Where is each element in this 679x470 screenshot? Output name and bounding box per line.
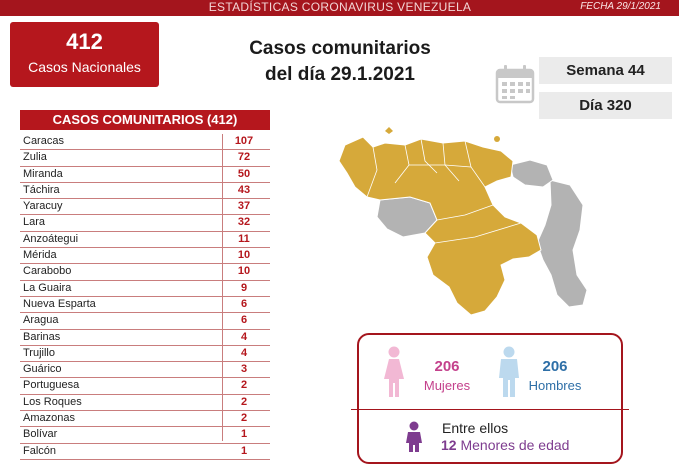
state-case-count: 3 bbox=[240, 363, 248, 376]
calendar-icon bbox=[495, 65, 535, 104]
minors-label: Menores de edad bbox=[460, 437, 570, 453]
child-icon bbox=[406, 421, 422, 452]
state-name: Caracas bbox=[23, 135, 64, 147]
table-row: Amazonas 2 bbox=[20, 411, 270, 428]
state-name: Falcón bbox=[23, 444, 57, 457]
state-name: Portuguesa bbox=[23, 379, 80, 392]
state-name: Zulia bbox=[23, 151, 47, 164]
table-row: Mérida 10 bbox=[20, 248, 270, 265]
table-row: La Guaira 9 bbox=[20, 281, 270, 297]
national-cases-label: Casos Nacionales bbox=[28, 59, 141, 75]
state-case-count: 32 bbox=[237, 216, 251, 229]
top-banner: ESTADÍSTICAS CORONAVIRUS VENEZUELA FECHA… bbox=[0, 0, 679, 16]
state-case-count: 4 bbox=[240, 346, 248, 359]
community-cases-header: CASOS COMUNITARIOS (412) bbox=[20, 110, 270, 130]
men-count: 206 bbox=[542, 358, 568, 375]
table-row: Guárico 3 bbox=[20, 362, 270, 379]
state-name: Lara bbox=[23, 216, 46, 229]
banner-date: FECHA 29/1/2021 bbox=[580, 1, 661, 12]
state-case-count: 2 bbox=[240, 379, 248, 392]
state-name: Barinas bbox=[23, 330, 61, 343]
headline-line1: Casos comunitarios bbox=[249, 38, 431, 59]
state-name: Nueva Esparta bbox=[23, 297, 96, 310]
state-case-count: 72 bbox=[237, 151, 251, 164]
state-name: Táchira bbox=[23, 183, 60, 196]
table-row: Táchira 43 bbox=[20, 183, 270, 200]
table-row: Bolívar 1 bbox=[20, 427, 270, 444]
woman-icon bbox=[384, 346, 404, 397]
table-row: Caracas 107 bbox=[20, 134, 270, 151]
men-label: Hombres bbox=[528, 378, 582, 393]
demographics-divider bbox=[351, 409, 629, 410]
state-name: Aragua bbox=[23, 314, 59, 327]
day-indicator: Día 320 bbox=[539, 92, 672, 119]
headline-line2: del día 29.1.2021 bbox=[265, 64, 415, 85]
minors-intro: Entre ellos bbox=[442, 420, 509, 436]
state-name: Mérida bbox=[23, 249, 57, 262]
demographics-box bbox=[357, 333, 623, 464]
state-case-count: 1 bbox=[240, 444, 248, 457]
community-cases-table: Caracas 107 Zulia 72 Miranda 50 Táchira 43 Yarac… bbox=[20, 134, 270, 460]
state-name: Anzoátegui bbox=[23, 232, 79, 245]
state-case-count: 10 bbox=[237, 265, 251, 278]
headline: Casos comunitarios del día 29.1.2021 bbox=[230, 36, 450, 88]
national-cases-box: 412 Casos Nacionales bbox=[10, 22, 159, 87]
table-row: Portuguesa 2 bbox=[20, 378, 270, 395]
table-row: Nueva Esparta 6 bbox=[20, 297, 270, 314]
table-row: Barinas 4 bbox=[20, 330, 270, 346]
state-case-count: 6 bbox=[240, 314, 248, 327]
state-name: Bolívar bbox=[23, 428, 58, 441]
state-case-count: 2 bbox=[240, 412, 248, 425]
man-icon bbox=[499, 346, 519, 397]
minors-line: 12 Menores de edad bbox=[441, 437, 569, 453]
state-case-count: 50 bbox=[237, 167, 251, 180]
minors-count: 12 bbox=[441, 437, 457, 453]
state-case-count: 37 bbox=[237, 200, 251, 213]
state-case-count: 107 bbox=[234, 135, 254, 147]
table-row: Zulia 72 bbox=[20, 150, 270, 167]
banner-title: ESTADÍSTICAS CORONAVIRUS VENEZUELA bbox=[208, 0, 472, 14]
state-case-count: 6 bbox=[240, 297, 248, 310]
table-row: Aragua 6 bbox=[20, 313, 270, 330]
women-count: 206 bbox=[434, 358, 460, 375]
table-column-divider bbox=[222, 134, 223, 441]
table-row: Lara 32 bbox=[20, 215, 270, 232]
state-case-count: 43 bbox=[237, 183, 251, 196]
state-case-count: 4 bbox=[240, 330, 248, 343]
state-case-count: 1 bbox=[240, 428, 248, 441]
state-name: Los Roques bbox=[23, 395, 82, 408]
table-row: Los Roques 2 bbox=[20, 395, 270, 412]
table-row: Carabobo 10 bbox=[20, 264, 270, 281]
state-name: Guárico bbox=[23, 363, 62, 376]
table-row: Anzoátegui 11 bbox=[20, 232, 270, 249]
table-row: Miranda 50 bbox=[20, 167, 270, 183]
state-name: Carabobo bbox=[23, 265, 72, 278]
state-name: Trujillo bbox=[23, 346, 55, 359]
state-case-count: 2 bbox=[240, 395, 248, 408]
national-cases-count: 412 bbox=[66, 29, 103, 54]
state-case-count: 10 bbox=[237, 249, 251, 262]
state-name: Miranda bbox=[23, 167, 63, 180]
women-label: Mujeres bbox=[423, 378, 471, 393]
state-case-count: 11 bbox=[238, 232, 250, 245]
state-case-count: 9 bbox=[240, 281, 248, 294]
table-row: Yaracuy 37 bbox=[20, 199, 270, 216]
state-name: Yaracuy bbox=[23, 200, 63, 213]
week-indicator: Semana 44 bbox=[539, 57, 672, 84]
table-row: Trujillo 4 bbox=[20, 346, 270, 363]
state-name: La Guaira bbox=[23, 281, 72, 294]
state-name: Amazonas bbox=[23, 412, 75, 425]
venezuela-map-icon bbox=[338, 127, 588, 316]
table-row: Falcón 1 bbox=[20, 444, 270, 460]
